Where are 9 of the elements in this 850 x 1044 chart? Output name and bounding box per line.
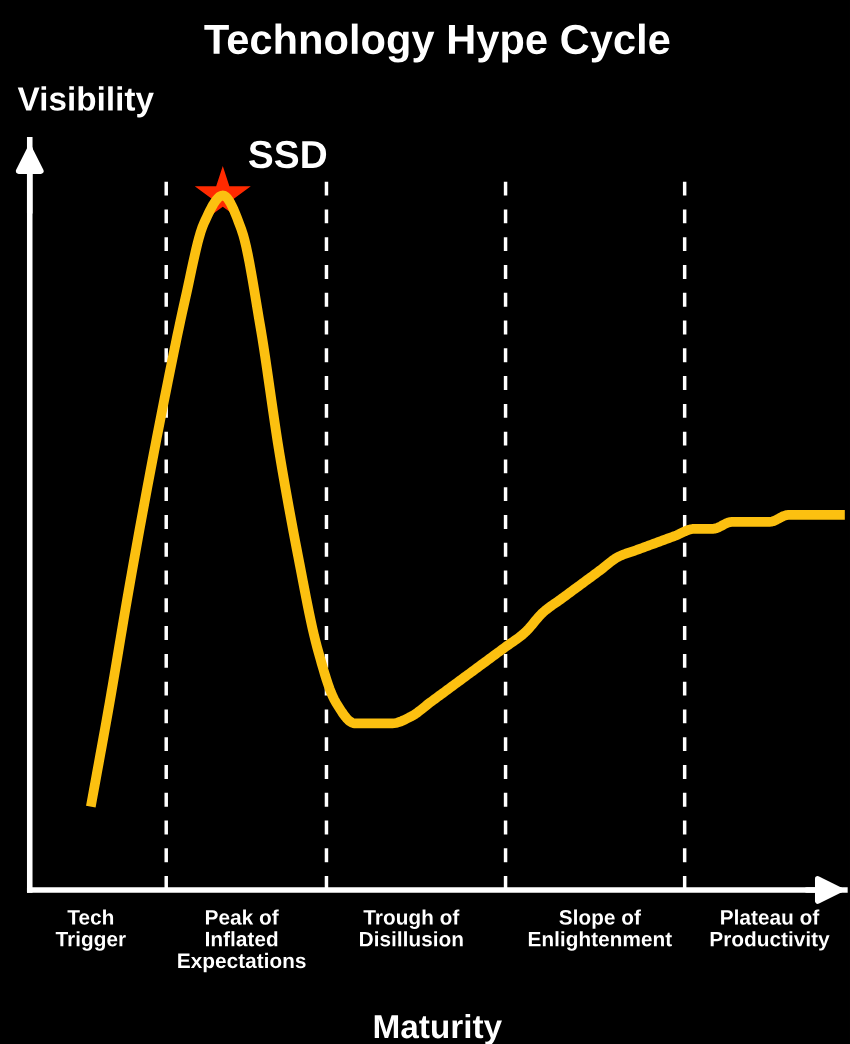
x-tick-label: Peak of Inflated Expectations [178,909,306,973]
series-label: SSD [248,140,327,169]
x-tick-label: Plateau of Productivity [710,909,830,951]
x-tick-label: Trough of Disillusion [360,909,463,947]
y-axis-title: Visibility [17,86,154,118]
x-axis-title: Maturity [374,1013,502,1044]
x-tick-label: Slope of Enlightenment [528,909,672,951]
x-tick-label: Tech Trigger [55,909,126,951]
chart-title: Technology Hype Cycle [204,23,670,63]
